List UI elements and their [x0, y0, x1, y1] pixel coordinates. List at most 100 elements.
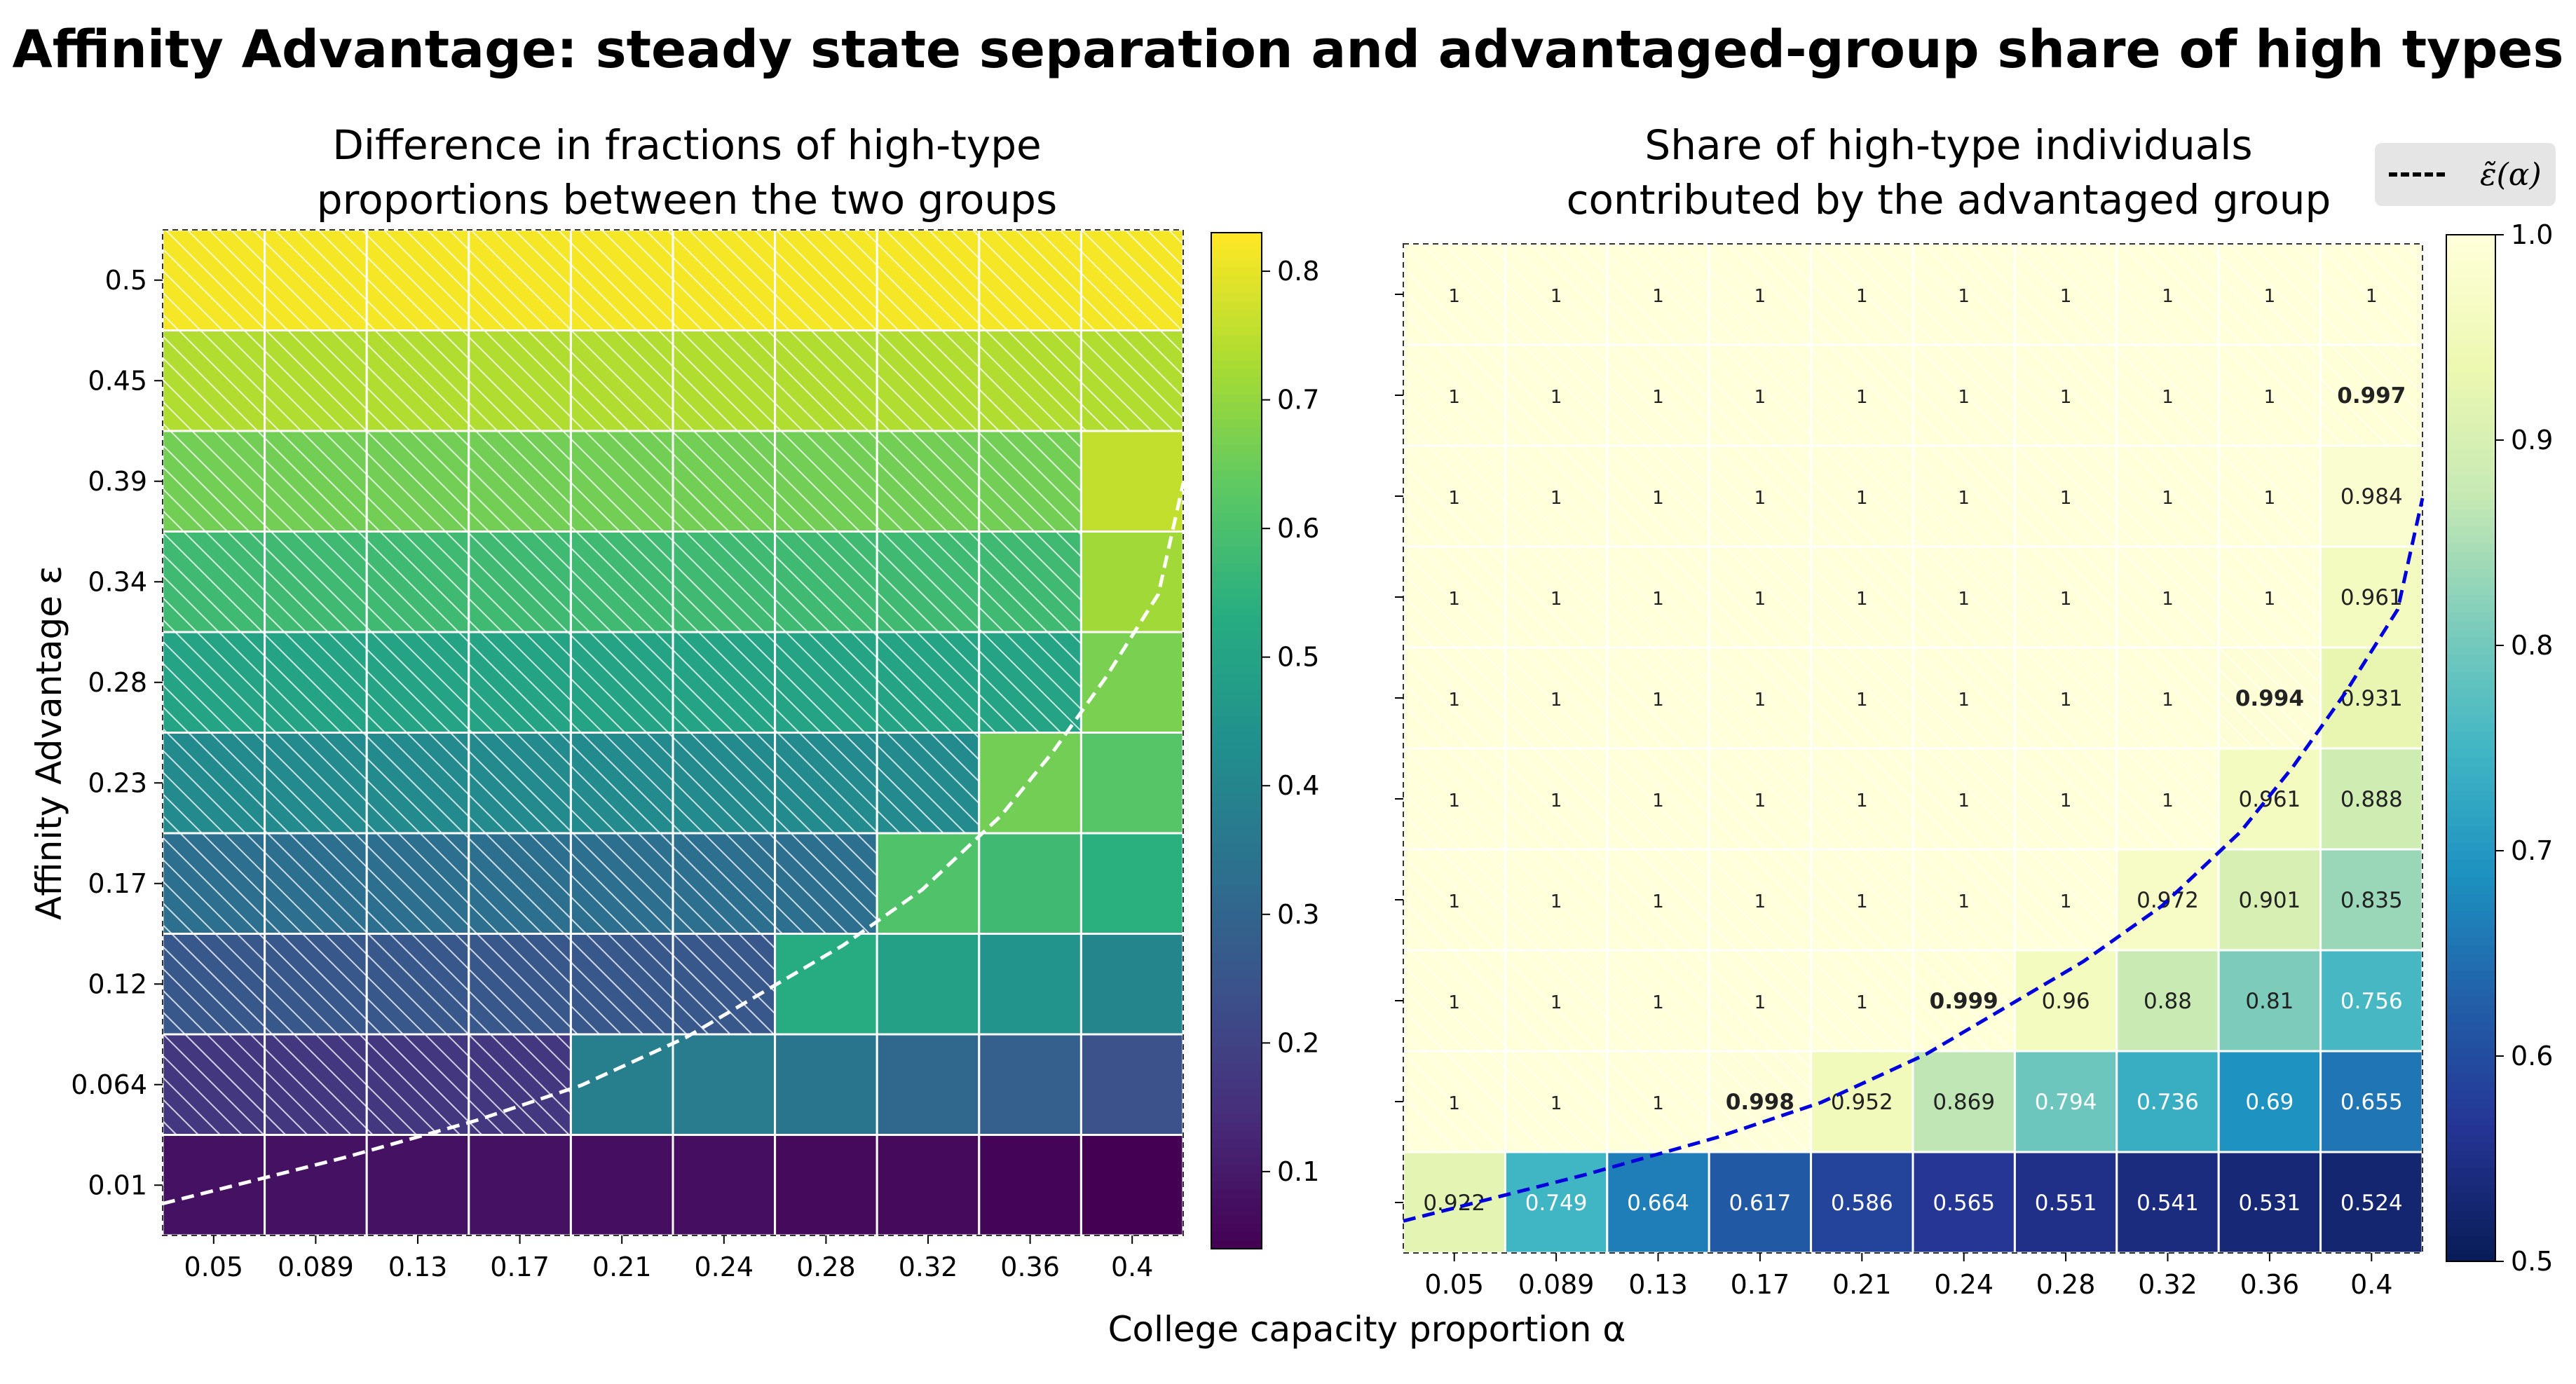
heatmap-cell — [1810, 1151, 1914, 1254]
colorbar-segment — [1211, 325, 1262, 335]
hatch-overlay — [571, 833, 673, 934]
x-tick-label: 0.21 — [1832, 1269, 1892, 1300]
colorbar-segment — [2446, 1244, 2495, 1254]
hatch-overlay — [2015, 244, 2117, 345]
colorbar-segment — [1211, 698, 1262, 708]
y-tick-label: 0.5 — [105, 265, 147, 296]
colorbar-segment — [1211, 300, 1262, 310]
cell-value-label: 1 — [1856, 891, 1868, 912]
hatch-overlay — [163, 632, 265, 733]
colorbar-segment — [1211, 800, 1262, 809]
colorbar-segment — [2446, 688, 2495, 698]
heatmap-cell — [978, 732, 1082, 835]
hatch-overlay — [1811, 748, 1913, 849]
hatch-overlay — [1811, 446, 1913, 547]
heatmap-cell — [2115, 949, 2220, 1053]
colorbar-segment — [1211, 978, 1262, 987]
colorbar-segment — [1211, 486, 1262, 496]
cell-value-label: 0.81 — [2245, 989, 2294, 1014]
hatch-overlay — [468, 632, 571, 733]
cell-value-label: 1 — [1958, 488, 1970, 509]
hatch-overlay — [1403, 345, 1506, 446]
cell-value-label: 1 — [2264, 286, 2276, 307]
colorbar-segment — [1211, 1096, 1262, 1106]
cell-value-label: 1 — [1856, 488, 1868, 509]
x-axis-label: College capacity proportion α — [1108, 1309, 1626, 1350]
x-tick-label: 0.32 — [899, 1252, 958, 1282]
cell-value-label: 1 — [1448, 286, 1460, 307]
colorbar-segment — [1211, 1011, 1262, 1021]
hatch-overlay — [1913, 446, 2015, 547]
hatch-overlay — [571, 230, 673, 331]
colorbar-segment — [2446, 619, 2495, 629]
cell-value-label: 1 — [1958, 690, 1970, 711]
cell-value-label: 1 — [2060, 589, 2072, 610]
cell-value-label: 0.531 — [2239, 1191, 2301, 1216]
colorbar-segment — [2446, 902, 2495, 912]
cell-value-label: 1 — [1754, 286, 1766, 307]
heatmap-cell — [264, 1134, 368, 1237]
hatch-overlay — [1709, 345, 1811, 446]
cell-value-label: 1 — [2162, 589, 2174, 610]
heatmap-cell — [875, 1134, 981, 1237]
colorbar-segment — [1211, 376, 1262, 386]
colorbar-tick-label: 0.6 — [1277, 513, 1319, 544]
colorbar-segment — [2446, 970, 2495, 980]
heatmap-cell — [569, 1134, 674, 1237]
colorbar-segment — [2446, 1142, 2495, 1151]
hatch-overlay — [2219, 446, 2321, 547]
hatch-overlay — [1811, 345, 1913, 446]
cell-value-label: 0.664 — [1627, 1191, 1689, 1216]
hatch-overlay — [1709, 748, 1811, 849]
hatch-overlay — [264, 531, 367, 632]
colorbar-segment — [2446, 1013, 2495, 1023]
hatch-overlay — [468, 230, 571, 331]
hatch-overlay — [1607, 446, 1710, 547]
hatch-overlay — [468, 431, 571, 532]
x-tick-label: 0.21 — [592, 1252, 652, 1282]
colorbar-segment — [1211, 241, 1262, 251]
colorbar-segment — [2446, 611, 2495, 621]
colorbar-tick-label: 0.8 — [2511, 630, 2553, 661]
heatmap-cell — [2319, 646, 2424, 750]
y-tick-label: 0.39 — [88, 466, 147, 497]
hatch-overlay — [1607, 950, 1710, 1051]
cell-value-label: 1 — [2060, 690, 2072, 711]
hatch-overlay — [367, 933, 469, 1034]
hatch-overlay — [1709, 648, 1811, 748]
hatch-overlay — [775, 632, 878, 733]
hatch-overlay — [264, 732, 367, 833]
hatch-overlay — [979, 531, 1082, 632]
colorbar-segment — [2446, 893, 2495, 903]
cell-value-label: 1 — [2264, 589, 2276, 610]
heatmap-cell — [1911, 1151, 2016, 1254]
colorbar-segment — [2446, 748, 2495, 758]
colorbar-segment — [1211, 478, 1262, 488]
colorbar-segment — [1211, 537, 1262, 547]
x-tick-label: 0.36 — [2240, 1269, 2300, 1300]
cell-value-label: 0.901 — [2239, 888, 2301, 913]
colorbar-segment — [1211, 444, 1262, 454]
hatch-overlay — [1607, 345, 1710, 446]
cell-value-label: 1 — [1856, 286, 1868, 307]
cell-value-label: 1 — [2060, 387, 2072, 408]
hatch-overlay — [1505, 748, 1607, 849]
hatch-overlay — [1913, 648, 2015, 748]
cell-value-label: 1 — [1448, 690, 1460, 711]
cell-value-label: 0.835 — [2340, 888, 2403, 913]
cell-value-label: 0.736 — [2137, 1090, 2199, 1115]
colorbar-segment — [1211, 1054, 1262, 1064]
colorbar-segment — [2446, 679, 2495, 690]
cell-value-label: 0.96 — [2042, 989, 2090, 1014]
plot-frame — [1403, 243, 2423, 1254]
hatch-overlay — [468, 732, 571, 833]
colorbar-segment — [2446, 782, 2495, 792]
colorbar-segment — [1211, 1164, 1262, 1174]
colorbar-segment — [1211, 749, 1262, 759]
cell-value-label: 1 — [2264, 488, 2276, 509]
cell-value-label: 1 — [1958, 387, 1970, 408]
colorbar-tick-label: 0.4 — [1277, 770, 1319, 801]
hatch-overlay — [673, 933, 775, 1034]
hatch-overlay — [2116, 648, 2219, 748]
colorbar-segment — [1211, 546, 1262, 556]
